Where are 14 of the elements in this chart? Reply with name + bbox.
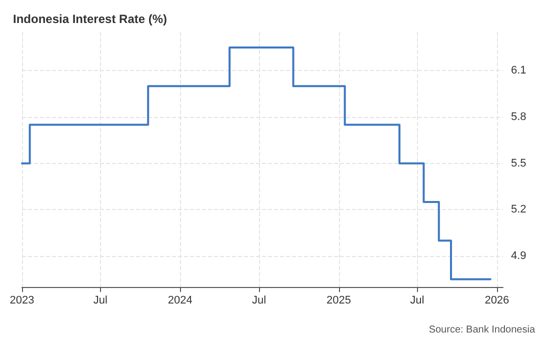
- y-tick-label: 6.1: [511, 64, 526, 77]
- x-tick-label: Jul: [93, 294, 108, 306]
- y-tick-label: 5.2: [511, 204, 526, 216]
- y-tick-label: 5.5: [511, 157, 526, 170]
- x-tick-label: 2026: [484, 294, 510, 306]
- y-tick-label: 4.9: [511, 250, 526, 262]
- x-tick-label: 2024: [168, 294, 192, 306]
- x-tick-label: 2025: [326, 294, 352, 306]
- chart-title: Indonesia Interest Rate (%): [13, 12, 168, 26]
- x-tick-label: Jul: [410, 294, 424, 306]
- y-tick-label: 5.8: [511, 111, 526, 123]
- x-tick-label: 2023: [10, 294, 34, 306]
- x-tick-label: Jul: [252, 294, 266, 306]
- source-note: Source: Bank Indonesia: [428, 324, 536, 336]
